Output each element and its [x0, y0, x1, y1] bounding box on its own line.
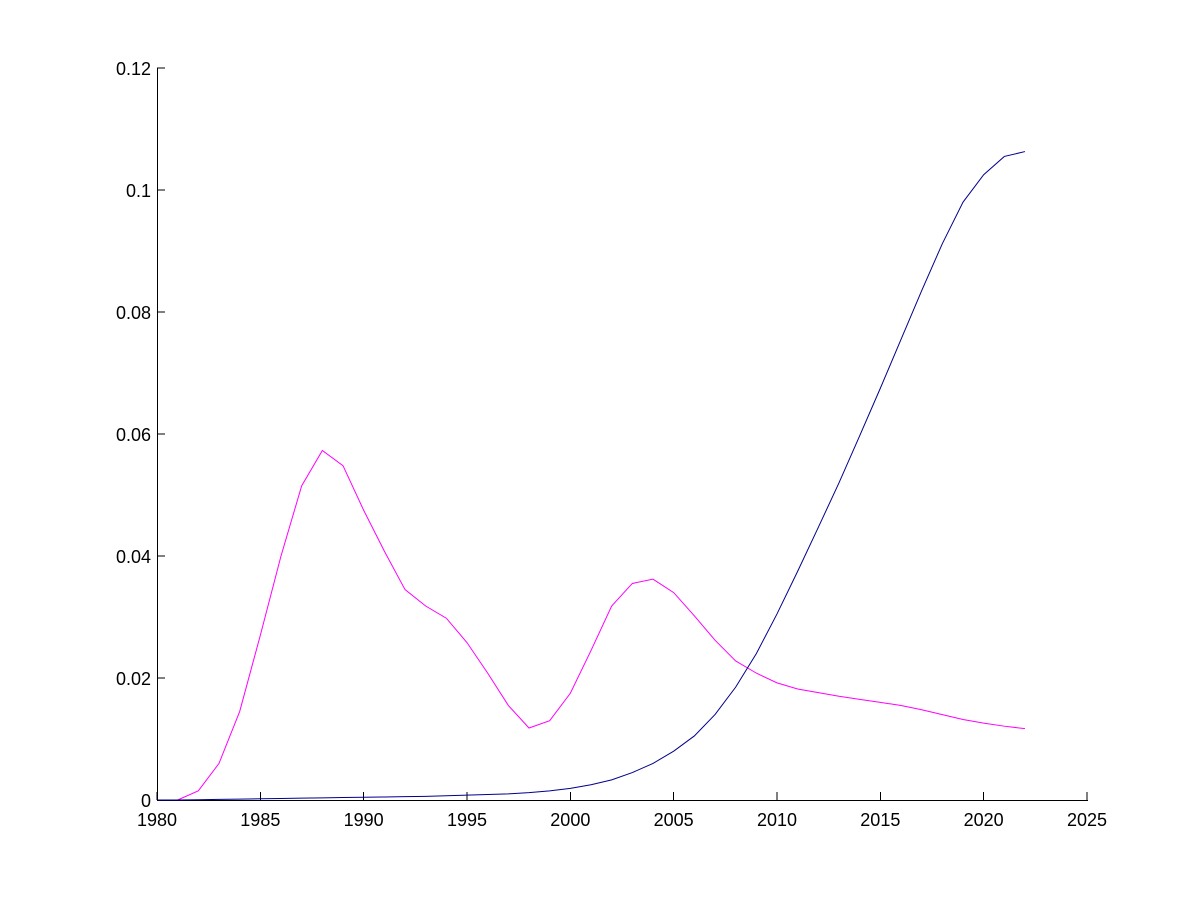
- series-line-1: [157, 449, 1026, 801]
- y-tick-label: 0.04: [116, 547, 151, 567]
- x-tick-label: 2000: [550, 810, 590, 830]
- x-tick-label: 1980: [137, 810, 177, 830]
- x-tick-label: 2025: [1067, 810, 1107, 830]
- x-tick-label: 1995: [447, 810, 487, 830]
- y-tick-label: 0: [141, 791, 151, 811]
- series-line-2: [157, 151, 1026, 801]
- x-ticks: 1980 1985 1990 1995 2000 2005 2010 2015 2020 2025: [137, 792, 1107, 830]
- series-group: [157, 151, 1026, 801]
- axes: [157, 68, 1088, 801]
- y-tick-label: 0.12: [116, 59, 151, 79]
- y-tick-label: 0.02: [116, 669, 151, 689]
- y-tick-label: 0.08: [116, 303, 151, 323]
- x-tick-label: 2020: [964, 810, 1004, 830]
- x-tick-label: 2010: [757, 810, 797, 830]
- x-tick-label: 1985: [240, 810, 280, 830]
- x-tick-label: 2005: [654, 810, 694, 830]
- x-tick-label: 1990: [344, 810, 384, 830]
- y-tick-label: 0.06: [116, 425, 151, 445]
- y-tick-label: 0.1: [126, 181, 151, 201]
- x-tick-label: 2015: [860, 810, 900, 830]
